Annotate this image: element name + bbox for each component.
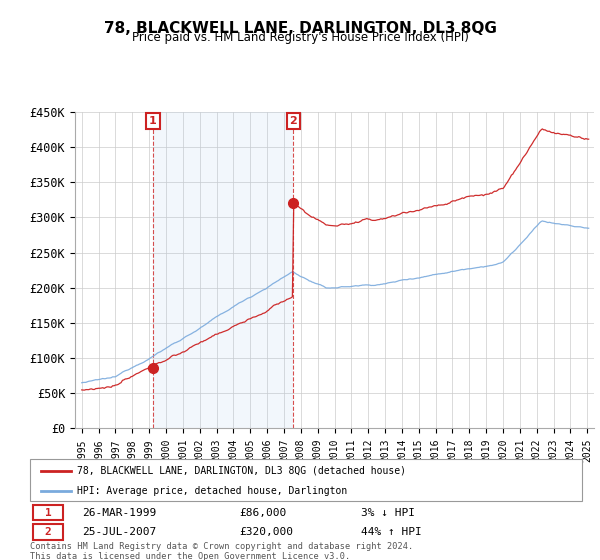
- FancyBboxPatch shape: [33, 525, 63, 539]
- Text: 1: 1: [149, 116, 157, 126]
- Text: 78, BLACKWELL LANE, DARLINGTON, DL3 8QG (detached house): 78, BLACKWELL LANE, DARLINGTON, DL3 8QG …: [77, 466, 406, 476]
- Text: 2: 2: [44, 527, 52, 537]
- FancyBboxPatch shape: [33, 506, 63, 520]
- Text: 1: 1: [44, 508, 52, 518]
- Text: 25-JUL-2007: 25-JUL-2007: [82, 527, 157, 537]
- Text: £86,000: £86,000: [240, 508, 287, 518]
- Text: Price paid vs. HM Land Registry's House Price Index (HPI): Price paid vs. HM Land Registry's House …: [131, 31, 469, 44]
- Text: 78, BLACKWELL LANE, DARLINGTON, DL3 8QG: 78, BLACKWELL LANE, DARLINGTON, DL3 8QG: [104, 21, 496, 36]
- Text: Contains HM Land Registry data © Crown copyright and database right 2024.
This d: Contains HM Land Registry data © Crown c…: [30, 542, 413, 560]
- Text: 3% ↓ HPI: 3% ↓ HPI: [361, 508, 415, 518]
- Text: HPI: Average price, detached house, Darlington: HPI: Average price, detached house, Darl…: [77, 486, 347, 496]
- Text: 2: 2: [290, 116, 297, 126]
- Text: £320,000: £320,000: [240, 527, 294, 537]
- FancyBboxPatch shape: [30, 459, 582, 501]
- Text: 44% ↑ HPI: 44% ↑ HPI: [361, 527, 422, 537]
- Bar: [153, 112, 293, 428]
- Text: 26-MAR-1999: 26-MAR-1999: [82, 508, 157, 518]
